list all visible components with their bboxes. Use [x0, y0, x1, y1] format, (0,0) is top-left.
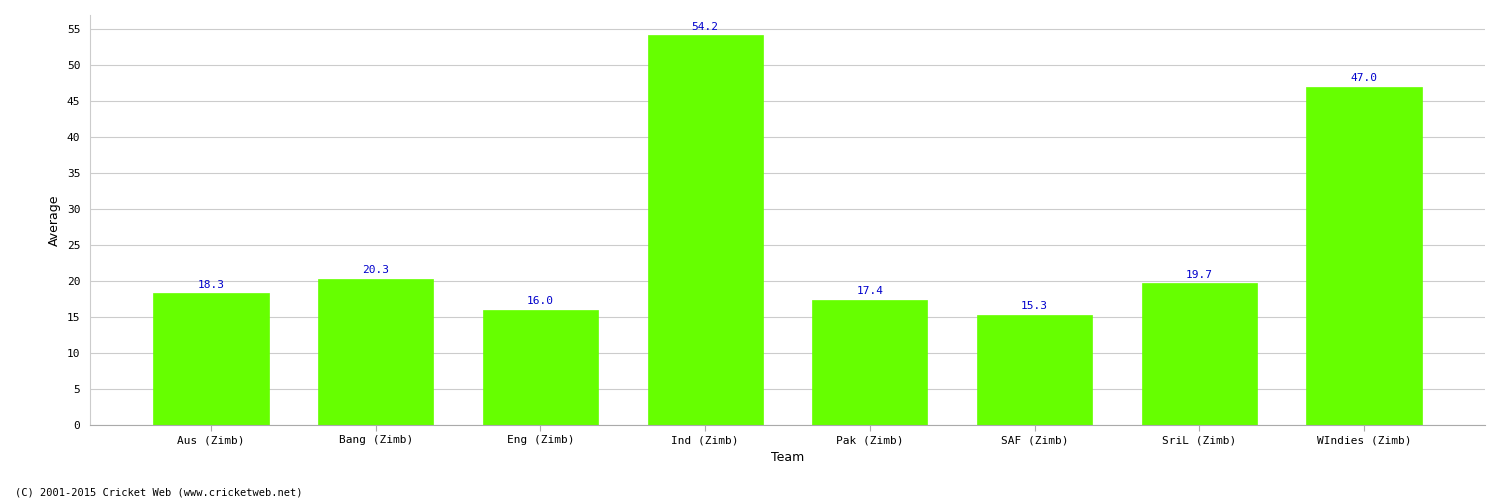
Bar	[648, 35, 764, 425]
Text: 17.4: 17.4	[856, 286, 883, 296]
Text: 19.7: 19.7	[1185, 270, 1212, 280]
Bar	[1142, 284, 1257, 425]
Bar	[318, 279, 434, 425]
Text: 47.0: 47.0	[1350, 74, 1377, 84]
Bar	[812, 300, 927, 425]
Bar	[1306, 87, 1422, 425]
Text: 20.3: 20.3	[363, 266, 390, 276]
Text: 16.0: 16.0	[526, 296, 554, 306]
Text: (C) 2001-2015 Cricket Web (www.cricketweb.net): (C) 2001-2015 Cricket Web (www.cricketwe…	[15, 488, 303, 498]
Text: 54.2: 54.2	[692, 22, 718, 32]
Bar	[976, 315, 1092, 425]
Text: 18.3: 18.3	[198, 280, 225, 290]
Bar	[483, 310, 598, 425]
X-axis label: Team: Team	[771, 451, 804, 464]
Bar	[153, 294, 268, 425]
Y-axis label: Average: Average	[48, 194, 62, 246]
Text: 15.3: 15.3	[1022, 302, 1048, 312]
